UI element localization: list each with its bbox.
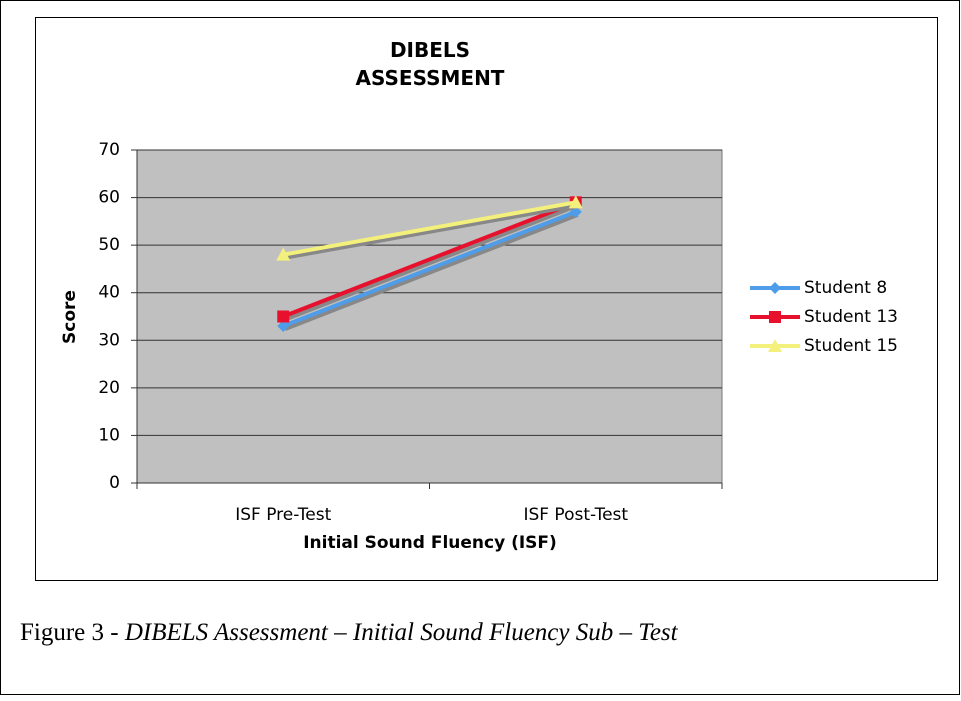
series-line: [282, 200, 577, 257]
chart-title: DIBELS ASSESSMENT: [355, 38, 505, 90]
line-shadow: [284, 203, 579, 260]
y-tick-label: 60: [98, 188, 120, 208]
legend-marker: [769, 311, 781, 323]
series-line: [282, 200, 577, 319]
line-shadow: [284, 203, 579, 322]
plot-area: [136, 149, 723, 484]
x-tick-label: ISF Post-Test: [523, 505, 628, 525]
marker: [277, 310, 290, 323]
y-tick-label: 30: [98, 330, 120, 350]
legend-label: Student 8: [804, 278, 887, 298]
y-tick-label: 70: [98, 140, 120, 160]
marker: [276, 247, 291, 261]
caption: Figure 3 - DIBELS Assessment – Initial S…: [20, 619, 679, 646]
x-axis-label: Initial Sound Fluency (ISF): [303, 533, 557, 553]
y-tick-label: 50: [98, 235, 120, 255]
line-shadow: [284, 212, 579, 331]
legend-marker: [769, 282, 781, 294]
y-tick-label: 10: [98, 425, 120, 445]
y-axis-label: Score: [60, 290, 80, 344]
marker: [277, 320, 290, 333]
series-line: [282, 209, 577, 328]
legend-label: Student 13: [804, 307, 898, 327]
legend-label: Student 15: [804, 336, 898, 356]
x-tick-label: ISF Pre-Test: [235, 505, 331, 525]
caption-label: Figure 3 -: [20, 619, 125, 646]
legend-marker: [768, 339, 782, 352]
y-tick-label: 40: [98, 283, 120, 303]
y-tick-label: 0: [109, 473, 120, 493]
marker: [568, 195, 583, 209]
y-tick-label: 20: [98, 378, 120, 398]
caption-text: DIBELS Assessment – Initial Sound Fluenc…: [124, 619, 679, 646]
